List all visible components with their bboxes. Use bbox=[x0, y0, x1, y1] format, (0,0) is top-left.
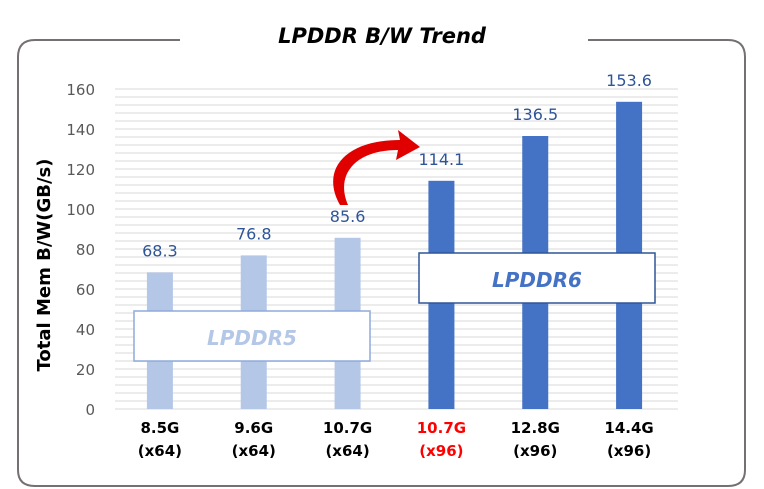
x-tick-width: (x96) bbox=[513, 442, 557, 460]
value-label: 68.3 bbox=[142, 241, 178, 260]
chart-title: LPDDR B/W Trend bbox=[278, 24, 487, 48]
x-tick-width: (x96) bbox=[419, 442, 463, 460]
transition-arrow bbox=[333, 130, 420, 205]
y-tick-label: 60 bbox=[76, 281, 95, 299]
x-tick-width: (x96) bbox=[607, 442, 651, 460]
value-label: 85.6 bbox=[330, 207, 366, 226]
lpddr6-label-box: LPDDR6 bbox=[418, 252, 656, 304]
chart-frame bbox=[17, 39, 746, 487]
y-tick-label: 160 bbox=[66, 81, 95, 99]
x-tick-speed: 10.7G bbox=[323, 419, 372, 437]
y-tick-label: 140 bbox=[66, 121, 95, 139]
value-label: 153.6 bbox=[606, 71, 652, 90]
y-tick-label: 100 bbox=[66, 201, 95, 219]
x-tick-speed: 10.7G bbox=[417, 419, 466, 437]
y-axis-label: Total Mem B/W(GB/s) bbox=[34, 159, 55, 372]
value-label: 136.5 bbox=[512, 105, 558, 124]
x-tick-width: (x64) bbox=[325, 442, 369, 460]
x-tick-speed: 9.6G bbox=[234, 419, 273, 437]
lpddr6-label: LPDDR6 bbox=[492, 268, 582, 292]
lpddr5-label: LPDDR5 bbox=[207, 326, 297, 350]
y-tick-label: 80 bbox=[76, 241, 95, 259]
y-tick-label: 40 bbox=[76, 321, 95, 339]
value-label: 76.8 bbox=[236, 224, 272, 243]
x-tick-speed: 8.5G bbox=[140, 419, 179, 437]
x-tick-width: (x64) bbox=[138, 442, 182, 460]
x-tick-speed: 12.8G bbox=[511, 419, 560, 437]
lpddr5-label-box: LPDDR5 bbox=[133, 310, 371, 362]
value-label: 114.1 bbox=[419, 150, 465, 169]
x-tick-speed: 14.4G bbox=[604, 419, 653, 437]
x-tick-width: (x64) bbox=[232, 442, 276, 460]
y-tick-label: 0 bbox=[85, 401, 95, 419]
y-tick-label: 20 bbox=[76, 361, 95, 379]
y-tick-label: 120 bbox=[66, 161, 95, 179]
